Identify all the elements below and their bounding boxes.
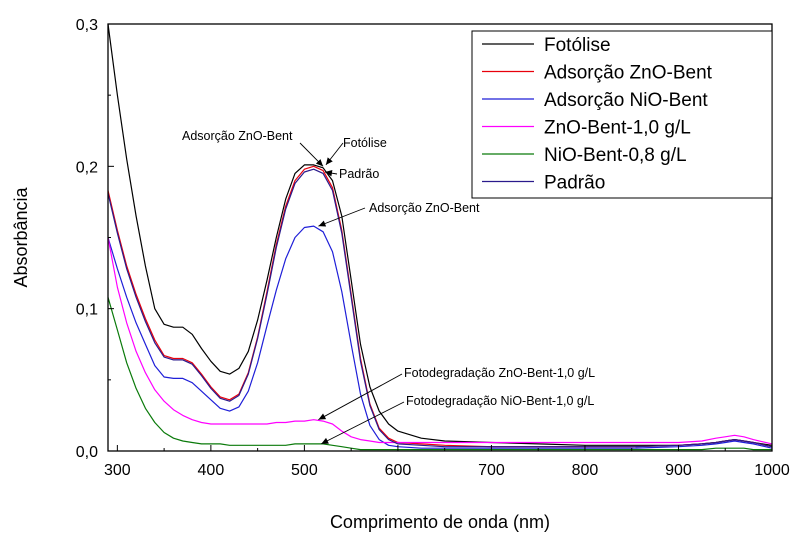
annotation-arrowhead	[325, 157, 333, 165]
series-layer	[107, 23, 773, 451]
annotation-label: Fotodegradação NiO-Bent-1,0 g/L	[406, 394, 594, 408]
x-tick-label: 1000	[754, 462, 790, 479]
y-axis-title: Absorbância	[11, 186, 31, 287]
annotation-arrowhead	[318, 413, 327, 420]
x-tick-label: 600	[385, 462, 412, 479]
legend: Fotólise Adsorção ZnO-Bent Adsorção NiO-Be…	[471, 30, 773, 199]
legend-label: NiO-Bent-0,8 g/L	[544, 145, 687, 166]
series-line-5	[107, 297, 772, 451]
series-line-1	[107, 23, 773, 446]
legend-box	[471, 30, 773, 199]
annotation-layer: Adsorção ZnO-Bent Fotólise Padrão Adsorção …	[182, 129, 595, 445]
x-tick-label: 500	[291, 462, 318, 479]
legend-label: ZnO-Bent-1,0 g/L	[544, 118, 691, 139]
legend-label: Fotólise	[544, 35, 611, 56]
y-tick-label: 0,1	[76, 302, 98, 319]
x-tick-label: 800	[572, 462, 599, 479]
y-tick-label: 0,3	[76, 17, 98, 34]
annotation-label: Adsorção ZnO-Bent	[369, 201, 480, 215]
annotation-arrowhead	[324, 170, 333, 177]
annotation-arrowhead	[318, 220, 327, 227]
y-tick-label: 0,2	[76, 159, 98, 176]
legend-label: Adsorção NiO-Bent	[544, 90, 708, 111]
legend-label: Adsorção ZnO-Bent	[544, 63, 713, 84]
y-tick-label: 0,0	[76, 444, 98, 461]
annotation-label: Adsorção ZnO-Bent	[182, 129, 293, 143]
x-tick-label: 700	[478, 462, 505, 479]
annotation-arrowhead	[315, 159, 324, 167]
annotation-leader	[318, 207, 366, 227]
legend-label: Padrão	[544, 173, 605, 194]
x-tick-label: 900	[665, 462, 692, 479]
x-tick-label: 400	[198, 462, 225, 479]
x-tick-label: 300	[104, 462, 131, 479]
annotation-leader	[321, 401, 405, 445]
ticks-layer: 300 400 500 600 700 800 900 1000 0,0 0,1 0,2 0,3	[76, 17, 790, 479]
series-line-4	[107, 237, 773, 445]
annotation-arrowhead	[321, 437, 329, 444]
annotation-label: Padrão	[339, 167, 379, 181]
series-line-3	[107, 225, 773, 449]
annotation-label: Fotodegradação ZnO-Bent-1,0 g/L	[404, 366, 595, 380]
x-axis-title: Comprimento de onda (nm)	[330, 512, 550, 532]
annotation-label: Fotólise	[343, 136, 387, 150]
series-line-6	[107, 168, 773, 448]
annotation-leader	[318, 373, 403, 421]
